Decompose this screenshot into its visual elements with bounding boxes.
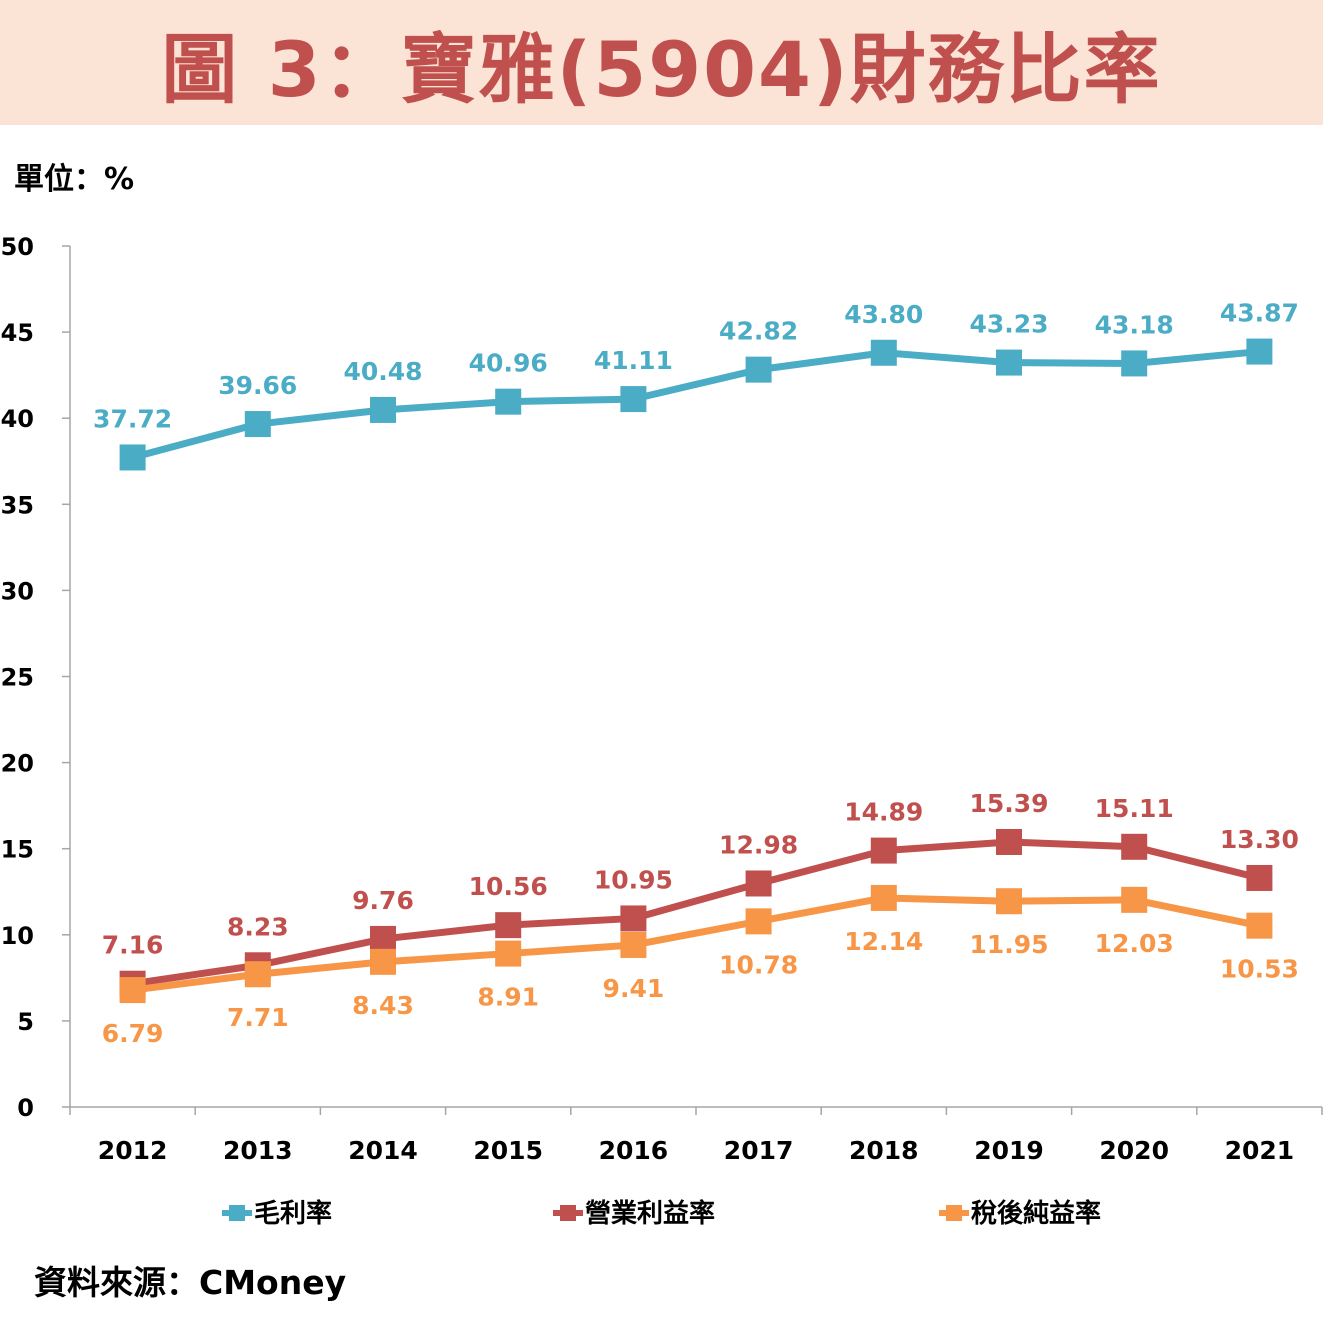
y-tick-label: 30: [1, 577, 34, 605]
data-point: [870, 884, 897, 911]
data-label: 15.11: [1095, 794, 1174, 823]
data-label: 11.95: [969, 930, 1048, 959]
legend-marker: [229, 1205, 245, 1221]
data-label: 15.39: [969, 789, 1048, 818]
data-label: 37.72: [93, 404, 172, 433]
data-label: 40.96: [469, 349, 548, 378]
y-tick-label: 15: [1, 836, 34, 864]
unit-label: 單位：%: [14, 162, 135, 197]
y-tick-label: 35: [1, 491, 34, 519]
series-line: [132, 894, 1261, 994]
legend-label: 營業利益率: [585, 1198, 715, 1229]
data-label: 9.41: [603, 974, 665, 1003]
data-point: [1246, 864, 1273, 891]
data-point: [495, 912, 522, 939]
data-label: 10.78: [719, 950, 798, 979]
data-label: 42.82: [719, 317, 798, 346]
y-tick-label: 20: [1, 750, 34, 778]
data-label: 8.91: [477, 983, 539, 1012]
data-point: [870, 837, 897, 864]
data-label: 12.03: [1095, 929, 1174, 958]
y-tick-label: 0: [17, 1094, 34, 1122]
data-point: [620, 905, 647, 932]
data-label: 12.14: [844, 927, 923, 956]
data-label: 43.23: [969, 310, 1048, 339]
data-point: [1121, 833, 1148, 860]
data-label: 8.23: [227, 912, 289, 941]
data-point: [745, 870, 772, 897]
data-point: [370, 925, 396, 952]
series-2: 6.79 7.71 8.43 8.91 9.41 10.78 12.14 11.95 12.03…: [102, 884, 1299, 1048]
source-label: 資料來源：CMoney: [34, 1263, 347, 1302]
legend-label: 稅後純益率: [971, 1198, 1101, 1229]
y-tick-label: 50: [1, 233, 34, 261]
x-tick-label: 2013: [223, 1136, 293, 1165]
x-tick-label: 2021: [1225, 1136, 1295, 1165]
legend-label: 毛利率: [254, 1198, 332, 1229]
legend-marker: [560, 1205, 576, 1221]
data-point: [996, 888, 1022, 915]
data-label: 43.87: [1220, 299, 1299, 328]
data-point: [495, 940, 522, 967]
x-tick-label: 2012: [98, 1136, 168, 1165]
title-banner: 圖 3：寶雅(5904)財務比率: [0, 0, 1323, 125]
x-tick-label: 2017: [724, 1136, 794, 1165]
x-tick-label: 2018: [849, 1136, 919, 1165]
data-label: 14.89: [844, 798, 923, 827]
data-point: [1246, 338, 1273, 365]
data-point: [119, 444, 146, 471]
y-tick-label: 45: [1, 319, 34, 347]
data-point: [119, 977, 146, 1004]
data-point: [1246, 912, 1273, 939]
data-label: 43.18: [1095, 310, 1174, 339]
y-tick-label: 40: [1, 405, 34, 433]
chart-axes: 0 5 10 15 20 25 30 35 40 45 50 2012 2013 2014 2015 2016…: [1, 233, 1323, 1165]
data-label: 39.66: [218, 371, 297, 400]
data-point: [244, 961, 271, 988]
data-label: 40.48: [343, 357, 422, 386]
y-tick-label: 5: [17, 1008, 34, 1036]
data-point: [495, 388, 522, 415]
data-point: [1121, 886, 1148, 913]
y-tick-label: 10: [1, 922, 34, 950]
data-label: 13.30: [1220, 825, 1299, 854]
x-tick-label: 2019: [974, 1136, 1044, 1165]
data-point: [1121, 350, 1148, 377]
legend-marker: [946, 1205, 962, 1221]
data-label: 6.79: [102, 1019, 164, 1048]
data-label: 7.71: [227, 1003, 289, 1032]
series-line: [131, 348, 1260, 461]
data-point: [745, 908, 772, 935]
data-point: [244, 411, 271, 438]
series-1: 7.16 8.23 9.76 10.56 10.95 12.98 14.89 15.39 15.…: [102, 789, 1299, 997]
x-tick-label: 2014: [348, 1136, 418, 1165]
chart-series: 37.72 39.66 40.48 40.96 41.11 42.82 43.80 43.23…: [93, 299, 1299, 1049]
chart-title: 圖 3：寶雅(5904)財務比率: [161, 24, 1162, 114]
series-line: [132, 838, 1261, 988]
data-label: 10.95: [594, 865, 673, 894]
data-point: [370, 396, 396, 423]
chart-legend: 毛利率 營業利益率 稅後純益率: [222, 1198, 1101, 1229]
data-label: 10.53: [1220, 955, 1299, 984]
y-tick-label: 25: [1, 664, 34, 692]
data-label: 41.11: [594, 346, 673, 375]
data-point: [745, 356, 772, 383]
data-point: [996, 828, 1022, 855]
data-label: 43.80: [844, 300, 923, 329]
data-point: [870, 339, 897, 366]
x-tick-label: 2020: [1099, 1136, 1169, 1165]
data-label: 10.56: [469, 872, 548, 901]
x-tick-label: 2016: [599, 1136, 669, 1165]
data-label: 8.43: [352, 991, 414, 1020]
series-0: 37.72 39.66 40.48 40.96 41.11 42.82 43.80 43.23…: [93, 299, 1299, 471]
data-point: [370, 948, 396, 975]
data-point: [620, 931, 647, 958]
data-label: 12.98: [719, 830, 798, 859]
data-point: [996, 349, 1022, 376]
x-tick-label: 2015: [473, 1136, 543, 1165]
data-point: [620, 386, 647, 413]
data-label: 7.16: [102, 931, 164, 960]
data-label: 9.76: [352, 886, 414, 915]
